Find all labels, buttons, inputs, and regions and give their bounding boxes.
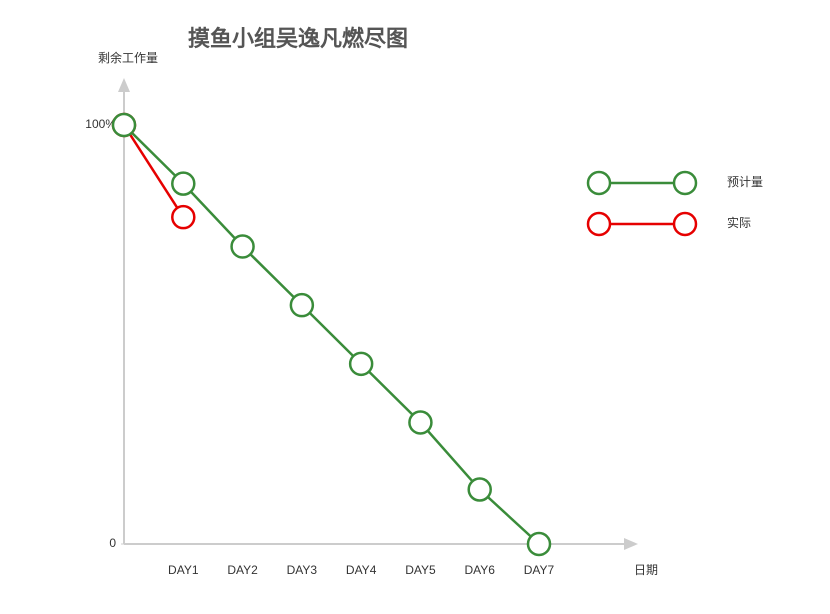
legend-marker	[586, 211, 612, 237]
x-tick-label: DAY5	[405, 563, 436, 577]
legend-label: 预计量	[727, 175, 763, 189]
series-line	[123, 124, 540, 545]
x-tick-label: DAY1	[168, 563, 199, 577]
point	[171, 204, 196, 230]
legend-marker	[672, 170, 698, 196]
chart-title: 摸鱼小组吴逸凡燃尽图	[188, 26, 408, 51]
point	[230, 234, 255, 259]
x-tick-label: DAY7	[524, 563, 555, 577]
point	[467, 477, 492, 502]
point	[526, 531, 552, 557]
x-tick-label: DAY6	[464, 563, 495, 577]
y-axis-arrow	[118, 78, 130, 92]
y-tick-label: 100%	[85, 117, 116, 131]
y-axis-label: 剩余工作量	[98, 50, 158, 65]
legend-label: 实际	[727, 215, 751, 230]
x-axis-arrow	[624, 538, 638, 550]
legend-marker	[586, 170, 612, 196]
point	[111, 112, 137, 138]
point	[348, 351, 374, 377]
y-tick-label: 0	[109, 536, 116, 550]
x-tick-label: DAY4	[346, 563, 377, 577]
point	[289, 292, 315, 318]
legend-marker	[672, 211, 698, 237]
series-line	[122, 124, 185, 218]
point	[171, 171, 196, 196]
x-tick-label: DAY2	[227, 563, 258, 577]
x-axis-label: 日期	[634, 563, 658, 577]
x-tick-label: DAY3	[287, 563, 318, 577]
point	[408, 410, 433, 435]
